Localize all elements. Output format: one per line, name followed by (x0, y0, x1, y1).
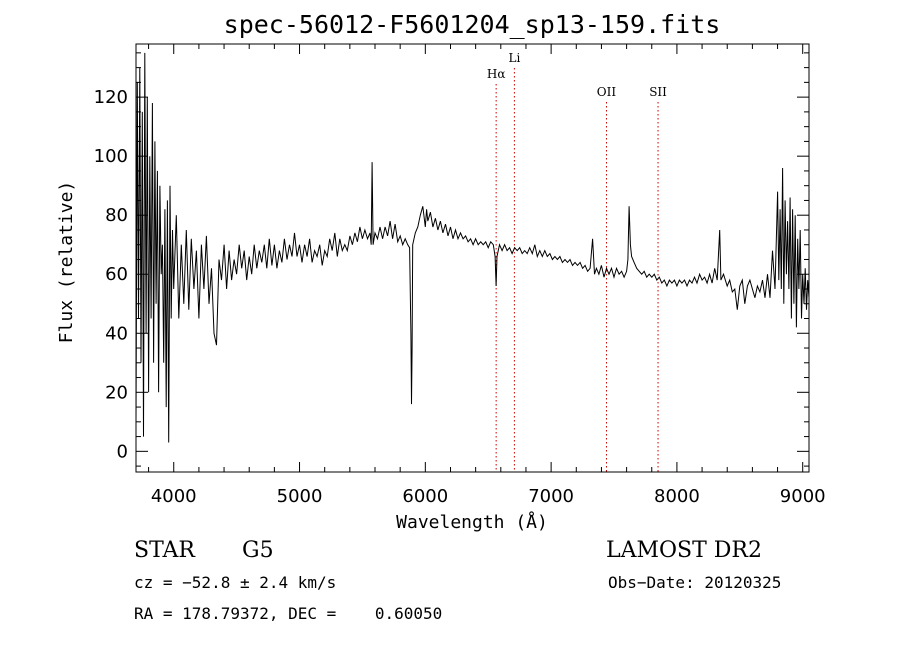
x-tick-label: 4000 (151, 486, 197, 507)
y-tick-label: 20 (105, 382, 128, 403)
observation-date: Obs−Date: 20120325 (608, 573, 782, 592)
chart-title: spec-56012-F5601204_sp13-159.fits (224, 10, 721, 39)
x-tick-label: 8000 (654, 486, 700, 507)
spectral-line-label: Hα (487, 67, 506, 81)
x-tick-label: 7000 (528, 486, 574, 507)
spectral-line-label: SII (649, 85, 667, 99)
spectrum-line (135, 52, 810, 443)
x-tick-label: 5000 (277, 486, 323, 507)
object-class: STAR (134, 538, 195, 563)
y-axis-label: Flux (relative) (56, 181, 77, 344)
redshift-cz: cz = −52.8 ± 2.4 km/s (134, 573, 337, 592)
survey-name: LAMOST DR2 (606, 538, 762, 563)
spectral-line-label: OII (597, 85, 617, 99)
y-tick-label: 40 (105, 323, 128, 344)
plot-frame (135, 43, 810, 473)
x-axis-label: Wavelength (Å) (396, 511, 548, 533)
x-axis-ticks: 4000 5000 6000 7000 8000 9000 (148, 44, 826, 507)
x-tick-label: 6000 (402, 486, 448, 507)
spectral-subclass: G5 (242, 538, 274, 563)
x-tick-label: 9000 (780, 486, 826, 507)
ra-dec-coordinates: RA = 178.79372, DEC = 0.60050 (134, 604, 443, 623)
y-tick-label: 0 (117, 441, 128, 462)
y-tick-label: 100 (94, 146, 128, 167)
spectral-line-label: Li (508, 51, 520, 65)
y-axis-ticks: 0 20 40 60 80 100 120 (94, 52, 809, 467)
y-tick-label: 80 (105, 205, 128, 226)
y-tick-label: 120 (94, 87, 128, 108)
y-tick-label: 60 (105, 264, 128, 285)
